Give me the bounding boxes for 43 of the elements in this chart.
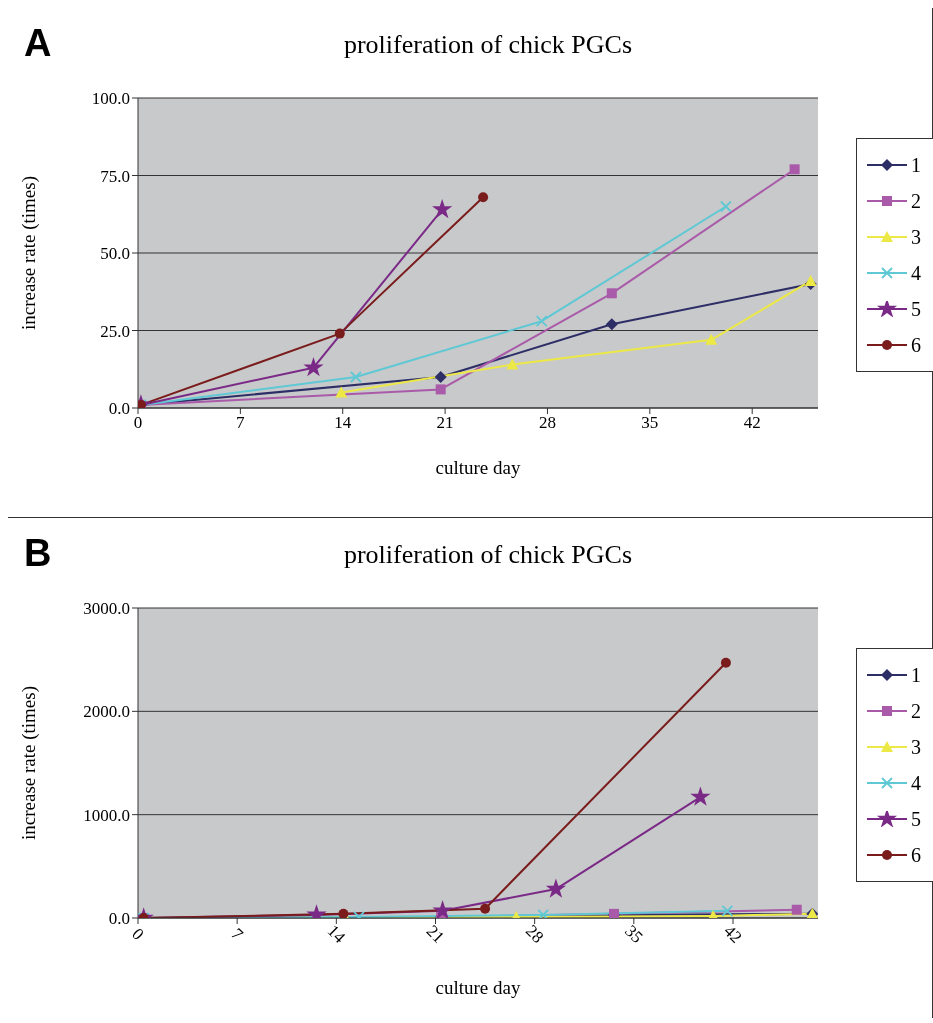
legend-label: 5 [911, 297, 921, 321]
x-tick-label: 14 [334, 413, 352, 433]
y-tick-label: 0.0 [108, 399, 130, 419]
x-tick-label: 0 [128, 924, 148, 944]
y-tick-label: 100.0 [91, 89, 130, 109]
y-tick-label: 50.0 [100, 244, 130, 264]
chart-title: proliferation of chick PGCs [343, 30, 633, 59]
x-tick-label: 42 [720, 921, 746, 947]
legend-label: 3 [911, 735, 921, 759]
y-tick-label: 2000.0 [83, 702, 130, 722]
x-tick-label: 28 [538, 413, 556, 433]
legend-label: 2 [911, 699, 921, 723]
legend-label: 1 [911, 153, 921, 177]
x-tick-label: 7 [236, 413, 246, 433]
y-tick-label: 75.0 [100, 166, 130, 186]
x-tick-label: 14 [323, 921, 350, 948]
y-tick-label: 1000.0 [83, 805, 130, 825]
x-tick-label: 35 [641, 413, 659, 433]
text: A [24, 22, 52, 65]
x-axis-title: culture day [435, 457, 521, 478]
y-tick-label: 3000.0 [83, 599, 130, 619]
legend-label: 2 [911, 189, 921, 213]
legend-label: 6 [911, 843, 921, 867]
x-tick-label: 35 [621, 921, 647, 947]
chart-title: proliferation of chick PGCs [343, 540, 633, 569]
x-tick-label: 28 [521, 921, 548, 947]
legend-label: 5 [911, 807, 921, 831]
x-axis-title: culture day [435, 977, 521, 998]
y-axis-title: increase rate (times) [17, 685, 40, 841]
legend-label: 1 [911, 663, 921, 687]
y-axis-title: increase rate (times) [17, 175, 40, 331]
x-tick-label: 21 [436, 413, 454, 433]
x-tick-label: 0 [133, 413, 143, 433]
legend-label: 6 [911, 333, 921, 357]
legend-label: 4 [911, 771, 921, 795]
text: B [24, 532, 52, 575]
legend-label: 3 [911, 225, 921, 249]
x-tick-label: 7 [227, 924, 248, 945]
x-tick-label: 21 [422, 921, 449, 947]
y-tick-label: 25.0 [100, 321, 130, 341]
legend-label: 4 [911, 261, 921, 285]
y-tick-label: 0.0 [108, 909, 130, 929]
x-tick-label: 42 [743, 413, 761, 433]
